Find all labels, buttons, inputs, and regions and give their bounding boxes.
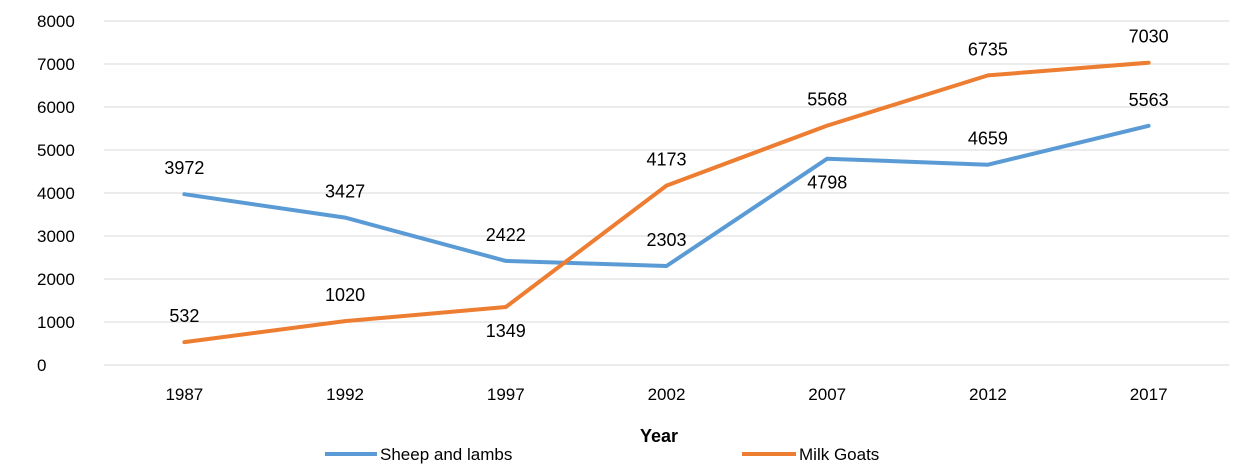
y-tick-label: 0 [37,356,46,375]
data-label: 3972 [164,158,204,178]
y-axis-tick-labels: 0 1000 2000 3000 4000 5000 6000 7000 8000 [37,12,75,375]
data-label: 6735 [968,39,1008,59]
x-tick-label: 2007 [808,385,846,404]
y-tick-label: 8000 [37,12,75,31]
y-tick-label: 4000 [37,184,75,203]
legend-label-sheep-and-lambs: Sheep and lambs [380,445,512,464]
series-lines [182,60,1151,345]
legend: Sheep and lambs Milk Goats [325,445,879,464]
x-tick-label: 1987 [165,385,203,404]
x-axis-tick-labels: 1987 1992 1997 2002 2007 2012 2017 [165,385,1167,404]
x-tick-label: 2012 [969,385,1007,404]
series-line-milk-goats [182,60,1151,345]
data-label: 3427 [325,182,365,202]
y-tick-label: 1000 [37,313,75,332]
y-tick-label: 6000 [37,98,75,117]
data-label: 1349 [486,321,526,341]
y-tick-label: 2000 [37,270,75,289]
y-tick-label: 5000 [37,141,75,160]
x-tick-label: 1992 [326,385,364,404]
legend-label-milk-goats: Milk Goats [799,445,879,464]
data-label: 5563 [1129,90,1169,110]
data-label: 2303 [646,230,686,250]
y-tick-label: 3000 [37,227,75,246]
data-label: 7030 [1129,27,1169,47]
data-labels: 3972 3427 2422 2303 4798 4659 5563 532 1020 1349 4… [164,27,1168,341]
gridlines [104,20,1229,366]
data-label: 5568 [807,90,847,110]
data-label: 4659 [968,129,1008,149]
data-label: 4798 [807,173,847,193]
x-tick-label: 2002 [648,385,686,404]
data-label: 1020 [325,285,365,305]
series-line-sheep-and-lambs [182,123,1151,268]
x-tick-label: 2017 [1130,385,1168,404]
y-tick-label: 7000 [37,55,75,74]
data-label: 4173 [646,150,686,170]
x-tick-label: 1997 [487,385,525,404]
data-label: 532 [169,306,199,326]
data-label: 2422 [486,225,526,245]
x-axis-title: Year [640,426,678,446]
